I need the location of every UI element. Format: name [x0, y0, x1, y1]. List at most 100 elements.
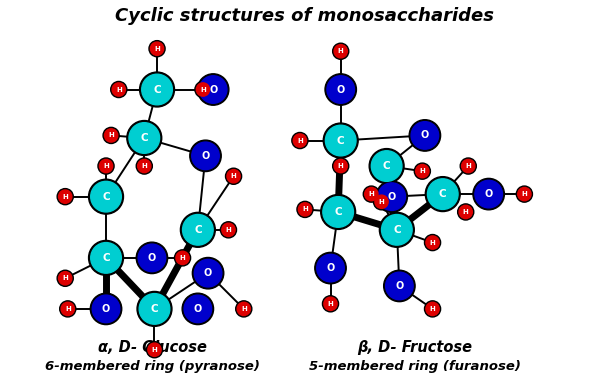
- Text: H: H: [463, 209, 468, 215]
- Circle shape: [237, 302, 251, 316]
- Circle shape: [195, 259, 222, 287]
- Circle shape: [460, 158, 476, 174]
- Text: H: H: [297, 138, 303, 144]
- Circle shape: [379, 212, 414, 247]
- Text: H: H: [241, 306, 246, 312]
- Text: H: H: [108, 132, 114, 138]
- Text: β, D- Fructose: β, D- Fructose: [357, 340, 472, 355]
- Circle shape: [293, 134, 307, 147]
- Text: C: C: [337, 136, 345, 146]
- Text: H: H: [142, 163, 147, 169]
- Circle shape: [149, 40, 165, 57]
- Circle shape: [127, 121, 162, 155]
- Circle shape: [428, 179, 458, 209]
- Text: O: O: [209, 85, 217, 94]
- Text: H: H: [379, 199, 384, 205]
- Circle shape: [426, 236, 439, 249]
- Circle shape: [57, 189, 73, 205]
- Circle shape: [112, 83, 126, 96]
- Circle shape: [321, 195, 356, 229]
- Circle shape: [317, 254, 344, 282]
- Text: C: C: [334, 207, 342, 217]
- Text: O: O: [204, 268, 212, 278]
- Circle shape: [458, 204, 474, 220]
- Text: H: H: [429, 240, 436, 246]
- Circle shape: [57, 270, 73, 287]
- Circle shape: [181, 212, 215, 247]
- Circle shape: [138, 160, 151, 173]
- Circle shape: [184, 295, 212, 323]
- Circle shape: [323, 296, 339, 312]
- Text: O: O: [194, 304, 202, 314]
- Text: H: H: [465, 163, 471, 169]
- Circle shape: [371, 151, 402, 181]
- Circle shape: [292, 132, 308, 149]
- Text: C: C: [194, 225, 202, 235]
- Circle shape: [373, 194, 390, 210]
- Circle shape: [376, 181, 407, 212]
- Circle shape: [425, 301, 440, 317]
- Circle shape: [88, 240, 123, 275]
- Circle shape: [365, 187, 378, 201]
- Circle shape: [332, 158, 349, 174]
- Text: H: H: [338, 48, 343, 54]
- Circle shape: [332, 43, 349, 59]
- Circle shape: [226, 168, 242, 184]
- Circle shape: [323, 123, 358, 158]
- Circle shape: [222, 223, 235, 237]
- Text: C: C: [102, 192, 110, 201]
- Circle shape: [190, 140, 221, 172]
- Text: H: H: [154, 46, 160, 52]
- Text: O: O: [148, 253, 156, 263]
- Text: 6-membered ring (pyranose): 6-membered ring (pyranose): [45, 359, 259, 373]
- Text: α, D- Glucose: α, D- Glucose: [98, 340, 206, 355]
- Circle shape: [198, 74, 229, 105]
- Circle shape: [414, 163, 431, 179]
- Text: C: C: [102, 253, 110, 263]
- Circle shape: [98, 158, 114, 174]
- Circle shape: [235, 301, 252, 317]
- Circle shape: [176, 251, 189, 265]
- Circle shape: [327, 76, 354, 103]
- Text: H: H: [231, 173, 237, 179]
- Circle shape: [334, 160, 347, 173]
- Circle shape: [182, 293, 213, 325]
- Circle shape: [425, 177, 460, 212]
- Circle shape: [411, 122, 439, 149]
- Text: H: H: [522, 191, 527, 197]
- Text: H: H: [338, 163, 343, 169]
- Circle shape: [459, 205, 472, 218]
- Circle shape: [297, 201, 313, 217]
- Circle shape: [426, 302, 439, 316]
- Text: O: O: [484, 189, 493, 199]
- Text: H: H: [429, 306, 436, 312]
- Circle shape: [137, 291, 172, 326]
- Text: O: O: [395, 281, 403, 291]
- Text: O: O: [387, 192, 396, 201]
- Text: O: O: [102, 304, 110, 314]
- Text: 5-membered ring (furanose): 5-membered ring (furanose): [309, 359, 520, 373]
- Circle shape: [462, 160, 475, 173]
- Circle shape: [196, 83, 210, 96]
- Text: C: C: [140, 133, 148, 143]
- Circle shape: [104, 129, 118, 142]
- Circle shape: [146, 342, 162, 358]
- Circle shape: [518, 187, 531, 201]
- Circle shape: [91, 243, 121, 273]
- Circle shape: [136, 242, 168, 274]
- Circle shape: [182, 214, 213, 245]
- Circle shape: [386, 272, 413, 300]
- Circle shape: [425, 234, 440, 251]
- Text: H: H: [368, 191, 374, 197]
- Circle shape: [369, 149, 404, 183]
- Circle shape: [59, 272, 72, 285]
- Circle shape: [384, 270, 415, 302]
- Circle shape: [375, 195, 388, 208]
- Circle shape: [151, 42, 163, 55]
- Text: H: H: [65, 306, 71, 312]
- Circle shape: [142, 74, 173, 105]
- Circle shape: [475, 180, 503, 208]
- Circle shape: [325, 74, 356, 105]
- Circle shape: [323, 197, 353, 227]
- Text: C: C: [383, 161, 390, 171]
